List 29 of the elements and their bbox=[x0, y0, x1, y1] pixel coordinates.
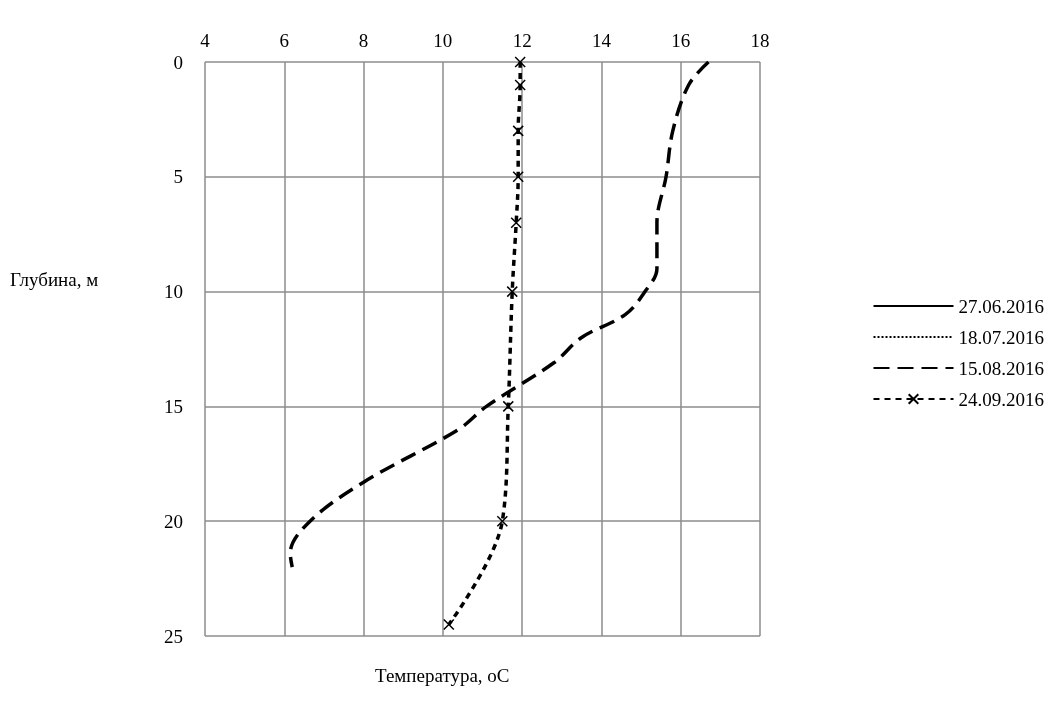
legend-label: 15.08.2016 bbox=[958, 357, 1044, 379]
point bbox=[502, 400, 515, 413]
y-tick-label: 10 bbox=[164, 281, 183, 303]
x-tick-label: 16 bbox=[671, 30, 691, 51]
legend-label: 27.06.2016 bbox=[958, 295, 1044, 317]
point bbox=[514, 79, 526, 91]
point bbox=[512, 171, 524, 183]
x-tick-label: 4 bbox=[200, 30, 211, 51]
point bbox=[510, 216, 522, 229]
point bbox=[443, 618, 455, 631]
y-tick-label: 15 bbox=[164, 395, 183, 417]
y-axis-title: Глубина, м bbox=[10, 269, 99, 290]
x-tick-label: 8 bbox=[358, 30, 369, 51]
point bbox=[506, 285, 518, 298]
point bbox=[512, 125, 524, 137]
x-tick-label: 14 bbox=[591, 30, 612, 51]
y-tick-label: 20 bbox=[164, 510, 183, 532]
point bbox=[496, 515, 509, 527]
y-tick-label: 5 bbox=[173, 166, 183, 188]
x-tick-label: 18 bbox=[750, 30, 770, 51]
legend-label: 24.09.2016 bbox=[958, 388, 1044, 410]
y-tick-label: 25 bbox=[164, 625, 183, 647]
point bbox=[514, 56, 526, 68]
x-tick-label: 6 bbox=[279, 30, 290, 51]
x-tick-label: 10 bbox=[433, 30, 453, 51]
x-axis-title: Температура, оС bbox=[375, 665, 510, 686]
y-tick-label: 0 bbox=[173, 51, 183, 73]
x-tick-label: 12 bbox=[512, 30, 532, 51]
legend-label: 18.07.2016 bbox=[958, 326, 1044, 348]
